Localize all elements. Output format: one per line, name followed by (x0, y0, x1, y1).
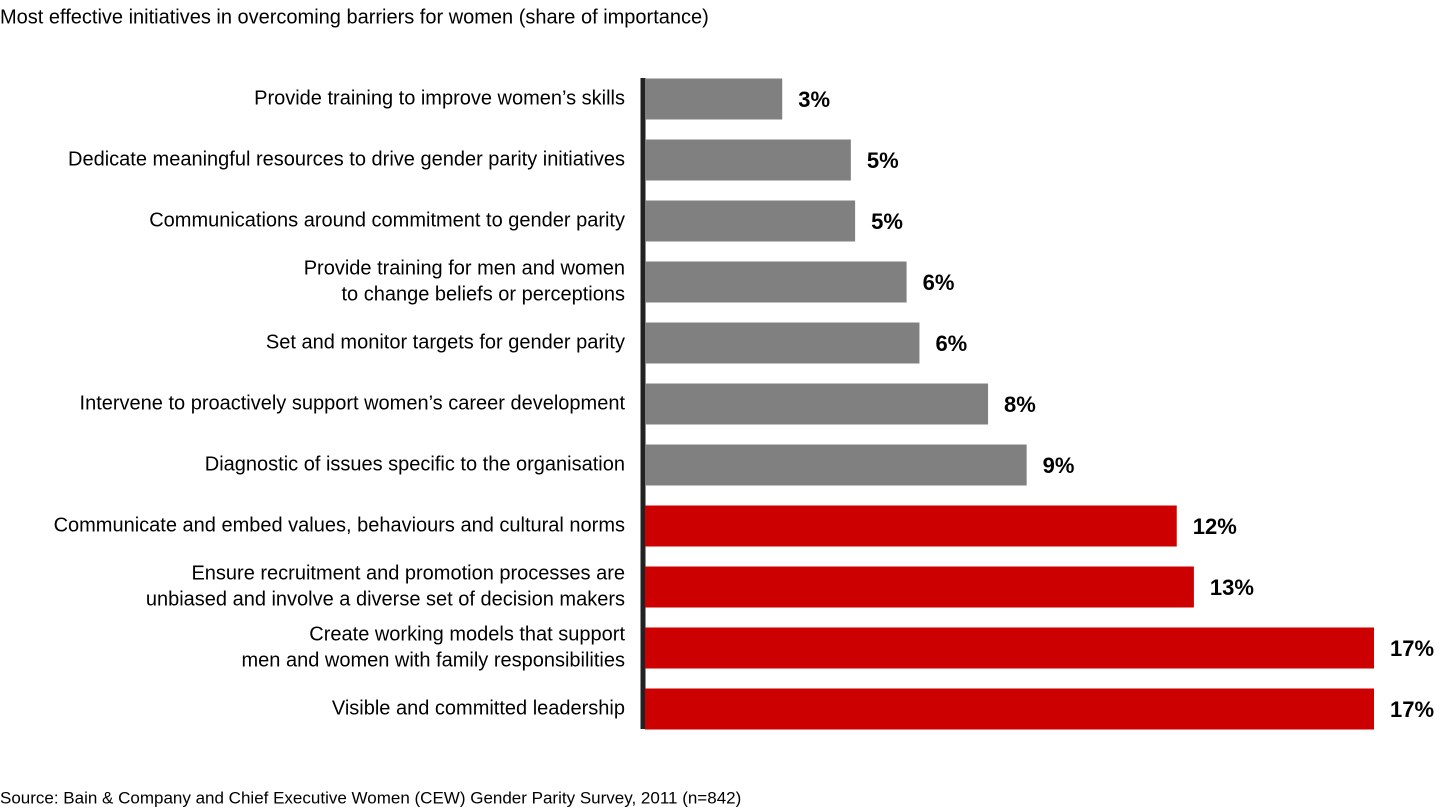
category-label: Provide training to improve women’s skil… (254, 87, 625, 109)
bar (645, 505, 1177, 547)
value-label: 13% (1210, 575, 1254, 600)
value-label: 17% (1390, 697, 1434, 722)
value-label: 8% (1004, 392, 1036, 417)
bar (645, 139, 851, 181)
value-label: 3% (798, 87, 830, 112)
category-label: Communications around commitment to gend… (149, 209, 625, 231)
bar (645, 261, 907, 303)
bar (645, 627, 1374, 669)
category-label: unbiased and involve a diverse set of de… (146, 588, 625, 610)
source-note: Source: Bain & Company and Chief Executi… (0, 788, 741, 807)
category-label: Communicate and embed values, behaviours… (54, 514, 625, 536)
value-label: 6% (923, 270, 955, 295)
category-label: Ensure recruitment and promotion process… (191, 562, 625, 584)
bar (645, 200, 856, 242)
bar (645, 322, 920, 364)
bar (645, 383, 989, 425)
value-label: 5% (867, 148, 899, 173)
chart-title: Most effective initiatives in overcoming… (0, 6, 709, 28)
bar (645, 444, 1027, 486)
value-label: 12% (1193, 514, 1237, 539)
category-label: Create working models that support (309, 623, 625, 645)
category-label: men and women with family responsibiliti… (242, 649, 626, 671)
category-label: to change beliefs or perceptions (341, 283, 625, 305)
value-label: 9% (1043, 453, 1075, 478)
category-label: Visible and committed leadership (332, 697, 625, 719)
value-label: 5% (871, 209, 903, 234)
value-label: 17% (1390, 636, 1434, 661)
category-label: Diagnostic of issues specific to the org… (205, 453, 625, 475)
bar (645, 78, 783, 120)
bar (645, 688, 1374, 730)
category-label: Provide training for men and women (304, 257, 625, 279)
category-label: Set and monitor targets for gender parit… (266, 331, 625, 353)
value-label: 6% (935, 331, 967, 356)
bar (645, 566, 1194, 608)
category-label: Intervene to proactively support women’s… (80, 392, 626, 414)
category-label: Dedicate meaningful resources to drive g… (68, 148, 625, 170)
